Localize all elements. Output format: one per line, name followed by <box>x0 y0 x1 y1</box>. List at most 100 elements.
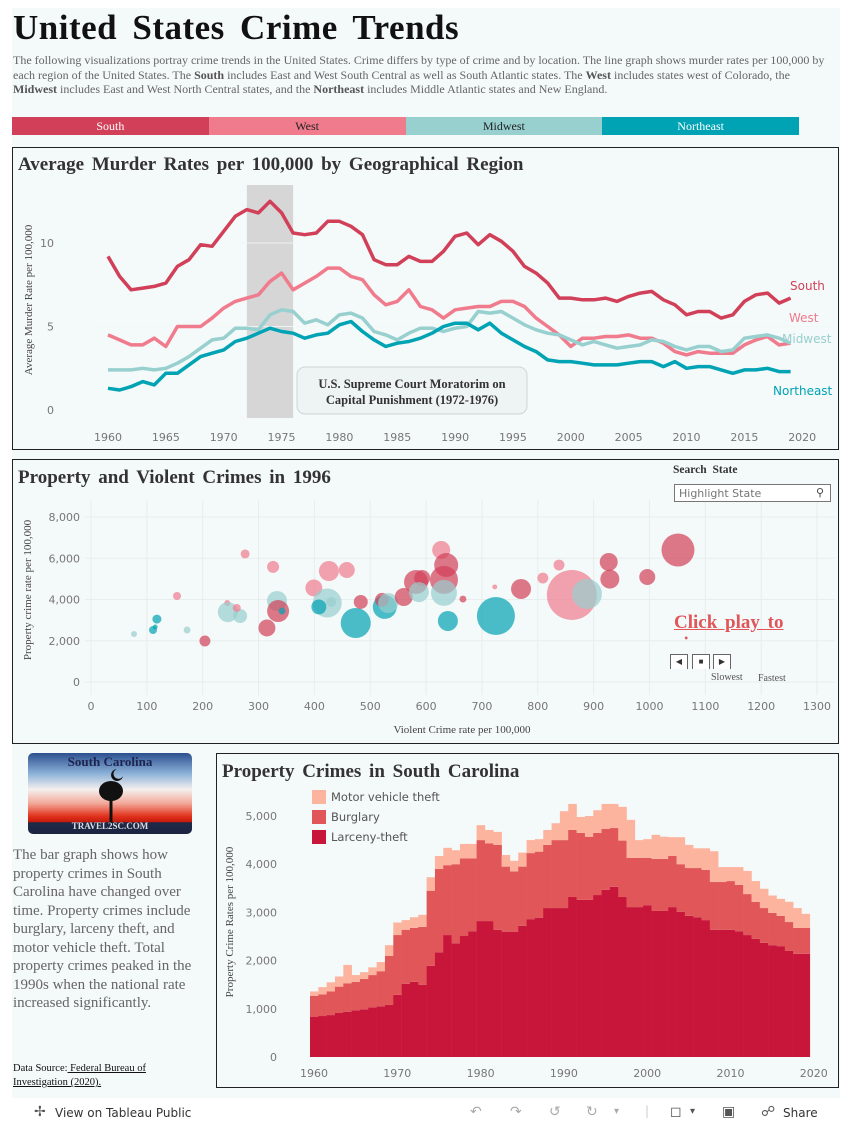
x-tick-label: 1995 <box>499 431 527 444</box>
bar-motor-vehicle-theft <box>359 972 369 979</box>
download-icon[interactable]: ◻ <box>670 1104 682 1120</box>
x-tick-label: 900 <box>583 700 604 713</box>
series-label-midwest: Midwest <box>782 332 832 346</box>
legend-midwest[interactable]: Midwest <box>405 117 603 135</box>
bar-motor-vehicle-theft <box>634 840 644 858</box>
x-tick-label: 800 <box>527 700 548 713</box>
bubble-south <box>639 569 656 586</box>
share-button[interactable]: Share <box>783 1106 818 1120</box>
bar-motor-vehicle-theft <box>351 975 361 982</box>
bar-larceny-theft <box>659 910 669 1057</box>
search-state-input[interactable] <box>674 484 831 502</box>
plate-title: South Carolina <box>67 754 153 769</box>
bar-motor-vehicle-theft <box>526 840 536 854</box>
bar-larceny-theft <box>609 886 619 1057</box>
fbi-source-link[interactable]: Federal Bureau of Investigation (2020). <box>13 1063 146 1088</box>
bar-larceny-theft <box>443 935 452 1057</box>
bubble-west <box>537 572 549 584</box>
moratorium-band <box>246 185 294 418</box>
revert-icon[interactable]: ↺ <box>549 1104 561 1120</box>
bar-burglary <box>543 844 552 909</box>
x-tick-label: 0 <box>88 700 95 713</box>
y-tick-label: 3,000 <box>246 906 278 919</box>
bar-motor-vehicle-theft <box>418 914 427 927</box>
bubble-south <box>414 570 431 587</box>
x-tick-label: 2000 <box>633 1067 661 1080</box>
region-legend: South West Midwest Northeast <box>12 117 799 135</box>
bar-larceny-theft <box>534 917 544 1057</box>
line-south <box>106 199 792 320</box>
bar-burglary <box>551 840 561 909</box>
bar-larceny-theft <box>393 994 402 1057</box>
data-source-label: Data Source: <box>13 1063 68 1074</box>
view-on-tableau-link[interactable]: View on Tableau Public <box>55 1106 192 1120</box>
bubble-midwest <box>430 579 457 606</box>
bar-motor-vehicle-theft <box>618 806 627 841</box>
bar-larceny-theft <box>718 929 727 1057</box>
legend-west[interactable]: West <box>208 117 406 135</box>
series-label-south: South <box>790 279 825 293</box>
bar-motor-vehicle-theft <box>726 867 736 882</box>
speed-fastest[interactable]: Fastest <box>758 673 786 684</box>
bar-burglary <box>759 908 769 943</box>
bubble-south <box>353 594 368 609</box>
redo-icon[interactable]: ↷ <box>510 1104 522 1120</box>
undo-icon[interactable]: ↶ <box>470 1104 482 1120</box>
legend-northeast[interactable]: Northeast <box>602 117 799 135</box>
search-state-label: Search State <box>673 464 738 476</box>
stop-button[interactable]: ■ <box>692 654 710 669</box>
description-segment: includes states west of Colorado, the <box>610 67 790 82</box>
search-icon[interactable]: ⚲ <box>816 487 825 499</box>
speed-slowest[interactable]: Slowest <box>711 672 743 683</box>
bubble-west <box>173 591 182 600</box>
annotation-box <box>296 366 528 415</box>
scatter-panel: Property and Violent Crimes in 1996 <box>12 459 839 744</box>
bar-larceny-theft <box>709 929 719 1057</box>
bar-motor-vehicle-theft <box>459 843 469 859</box>
step-back-button[interactable]: ◀ <box>670 654 688 669</box>
y-tick-label: 6,000 <box>49 552 81 565</box>
y-tick-label: 0 <box>270 1051 277 1064</box>
download-dropdown-icon[interactable]: ▾ <box>690 1106 696 1117</box>
tableau-logo-icon: ✢ <box>34 1104 46 1120</box>
tableau-toolbar: ✢ View on Tableau Public ↶ ↷ ↺ ↻ ▾ | ◻ ▾… <box>0 1100 850 1127</box>
bar-motor-vehicle-theft <box>593 810 602 833</box>
bar-motor-vehicle-theft <box>409 917 419 928</box>
bar-burglary <box>526 853 536 920</box>
bar-larceny-theft <box>734 931 744 1057</box>
bar-motor-vehicle-theft <box>310 991 319 996</box>
bar-burglary <box>609 828 619 887</box>
refresh-dropdown-icon[interactable]: ▾ <box>614 1106 620 1117</box>
legend-swatch <box>312 830 326 844</box>
bar-larceny-theft <box>468 931 477 1057</box>
refresh-icon[interactable]: ↻ <box>586 1104 598 1120</box>
bar-motor-vehicle-theft <box>709 851 719 883</box>
bar-larceny-theft <box>376 1006 386 1057</box>
bar-larceny-theft <box>676 911 686 1057</box>
bar-motor-vehicle-theft <box>534 839 544 852</box>
legend-swatch <box>312 810 326 824</box>
bar-burglary <box>784 922 794 951</box>
panel-title: Property Crimes in South Carolina <box>222 761 520 782</box>
legend-south[interactable]: South <box>12 117 209 135</box>
bar-motor-vehicle-theft <box>601 803 611 830</box>
bar-burglary <box>359 978 369 1010</box>
bubble-midwest <box>571 578 602 609</box>
step-forward-button[interactable]: ▶ <box>713 654 731 669</box>
bubble-northeast <box>152 624 158 630</box>
share-icon[interactable]: ☍ <box>761 1104 776 1120</box>
bar-larceny-theft <box>310 1016 319 1057</box>
bar-motor-vehicle-theft <box>551 823 561 841</box>
bar-motor-vehicle-theft <box>768 895 777 913</box>
bar-burglary <box>584 836 594 900</box>
bar-larceny-theft <box>368 1007 377 1057</box>
x-tick-label: 1965 <box>152 431 180 444</box>
x-tick-label: 100 <box>136 700 157 713</box>
bar-burglary <box>768 912 777 946</box>
bubble-south <box>599 552 618 571</box>
bar-motor-vehicle-theft <box>584 816 594 837</box>
x-tick-label: 300 <box>248 700 269 713</box>
bar-motor-vehicle-theft <box>743 870 752 895</box>
fullscreen-icon[interactable]: ▣ <box>722 1104 736 1120</box>
